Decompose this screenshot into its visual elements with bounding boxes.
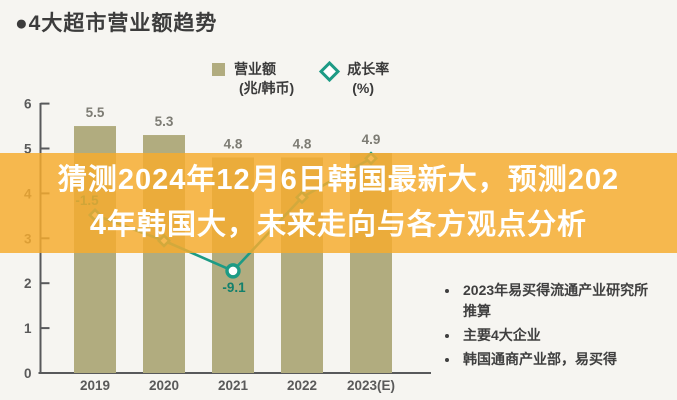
x-axis-label: 2020 [149,378,179,393]
y-axis-tick-label: 6 [24,97,32,112]
list-item: 韩国通商产业部，易买得 [443,349,655,370]
bar-value-label: 4.8 [293,136,312,151]
legend-growth-label: 成长率 [347,61,390,77]
y-axis-tick-label: 5 [24,142,32,157]
list-item: 主要4大企业 [443,325,655,346]
bar-value-label: 5.5 [86,105,105,120]
headline-line1: 猜测2024年12月6日韩国最新大，预测202 [57,164,620,196]
note-text: 主要4大企业 [463,327,541,343]
legend-revenue-label: 营业额 [234,61,276,77]
bar-value-label: 4.9 [362,132,381,147]
note-text: 韩国通商产业部，易买得 [463,351,617,367]
x-axis-label: 2023(E) [347,378,395,393]
bar-value-label: 4.8 [224,136,243,151]
y-axis-tick-label: 2 [24,276,32,291]
x-axis-label: 2022 [287,378,317,393]
source-notes: 2023年易买得流通产业研究所推算 主要4大企业 韩国通商产业部，易买得 [443,280,655,370]
bullet-dot-icon [445,358,449,362]
page-title: ●4大超市营业额趋势 [15,12,218,35]
bullet-dot-icon [445,289,449,293]
legend-item-revenue: 营业额 (兆/韩币) [212,60,294,98]
chart-legend: 营业额 (兆/韩币) 成长率 (%) [212,60,389,98]
growth-diamond-icon [319,60,341,83]
legend-revenue-unit: (兆/韩币) [239,80,295,96]
headline-banner: 猜测2024年12月6日韩国最新大，预测202 4年韩国大，未来走向与各方观点分… [0,153,677,253]
revenue-square-icon [212,63,225,76]
bullet-dot-icon [445,334,449,338]
growth-value-label: -9.1 [222,280,246,295]
x-axis-label: 2019 [80,378,110,393]
list-item: 2023年易买得流通产业研究所推算 [443,280,655,322]
growth-point-marker [225,263,241,279]
y-axis-tick-label: 0 [24,366,32,381]
bar-value-label: 5.3 [155,114,174,129]
headline-line2: 4年韩国大，未来走向与各方观点分析 [89,209,588,241]
x-axis-label: 2021 [218,378,249,393]
y-axis-tick-label: 1 [24,321,32,336]
legend-growth-unit: (%) [352,80,374,96]
note-text: 2023年易买得流通产业研究所推算 [463,282,649,319]
legend-item-growth: 成长率 (%) [319,60,390,98]
